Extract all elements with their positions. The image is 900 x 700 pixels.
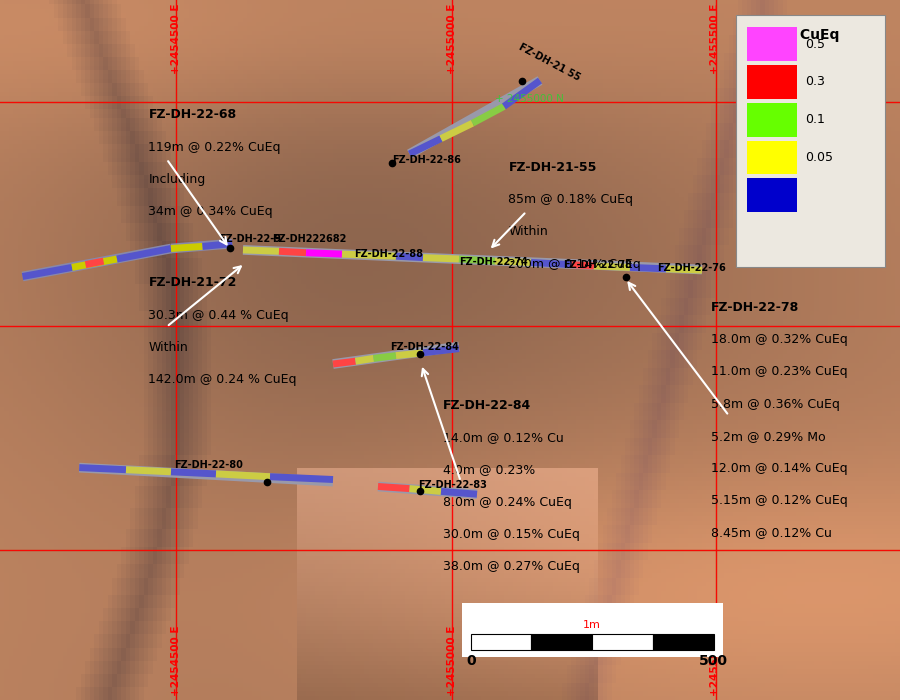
Text: % CuEq: % CuEq xyxy=(781,28,840,42)
Text: FZ-DH-21-72: FZ-DH-21-72 xyxy=(148,276,237,290)
Text: 8.0m @ 0.24% CuEq: 8.0m @ 0.24% CuEq xyxy=(443,496,572,509)
Text: FZ-DH-22-80: FZ-DH-22-80 xyxy=(174,461,243,470)
Text: +2455000 E: +2455000 E xyxy=(446,626,457,696)
Text: FZ-DH-21 55: FZ-DH-21 55 xyxy=(518,42,582,83)
Text: 14.0m @ 0.12% Cu: 14.0m @ 0.12% Cu xyxy=(443,431,563,444)
Bar xyxy=(747,141,796,174)
Text: 34m @ 0.34% CuEq: 34m @ 0.34% CuEq xyxy=(148,205,273,218)
Text: 11.0m @ 0.23% CuEq: 11.0m @ 0.23% CuEq xyxy=(711,365,848,379)
Text: FZ-DH-22-86: FZ-DH-22-86 xyxy=(392,155,462,165)
Text: Including: Including xyxy=(148,173,206,186)
Text: 85m @ 0.18% CuEq: 85m @ 0.18% CuEq xyxy=(508,193,634,206)
Text: 5.8m @ 0.36% CuEq: 5.8m @ 0.36% CuEq xyxy=(711,398,840,411)
Text: 1m: 1m xyxy=(583,620,601,630)
Text: 200m @ 0.14% CuEq: 200m @ 0.14% CuEq xyxy=(508,258,641,271)
Text: +2455000 E: +2455000 E xyxy=(446,4,457,74)
Text: +2455500 E: +2455500 E xyxy=(710,4,721,74)
Text: 0.05: 0.05 xyxy=(806,151,833,164)
Text: Within: Within xyxy=(148,341,188,354)
Text: 0.5: 0.5 xyxy=(806,38,825,50)
Text: FZ-DH-21-55: FZ-DH-21-55 xyxy=(508,161,597,174)
Text: FZ-DH-22-88: FZ-DH-22-88 xyxy=(354,249,423,259)
Bar xyxy=(531,634,592,650)
Text: 18.0m @ 0.32% CuEq: 18.0m @ 0.32% CuEq xyxy=(711,333,848,346)
Text: FZ-DH-22-83: FZ-DH-22-83 xyxy=(418,480,488,490)
Text: 0: 0 xyxy=(466,654,475,668)
Bar xyxy=(736,15,885,267)
Text: 12.0m @ 0.14% CuEq: 12.0m @ 0.14% CuEq xyxy=(711,462,848,475)
Text: 30.3m @ 0.44 % CuEq: 30.3m @ 0.44 % CuEq xyxy=(148,309,289,322)
Text: +2455500 E: +2455500 E xyxy=(710,626,721,696)
Text: 500: 500 xyxy=(699,654,728,668)
Text: FZ-DH-22-76: FZ-DH-22-76 xyxy=(657,263,725,273)
Text: 0.3: 0.3 xyxy=(806,76,825,88)
Text: 4.0m @ 0.23%: 4.0m @ 0.23% xyxy=(443,463,535,477)
Bar xyxy=(747,27,796,61)
Text: 142.0m @ 0.24 % CuEq: 142.0m @ 0.24 % CuEq xyxy=(148,373,297,386)
Text: +2454500 E: +2454500 E xyxy=(171,626,182,696)
Text: 38.0m @ 0.27% CuEq: 38.0m @ 0.27% CuEq xyxy=(443,560,580,573)
Bar xyxy=(471,634,531,650)
Text: +2454500 E: +2454500 E xyxy=(171,4,182,74)
Text: FZ-DH-22-84: FZ-DH-22-84 xyxy=(443,399,531,412)
Text: Within: Within xyxy=(508,225,548,239)
Bar xyxy=(747,65,796,99)
Text: FZ-DH-22-74: FZ-DH-22-74 xyxy=(459,258,527,267)
Bar xyxy=(653,634,714,650)
Text: + 2455000 N: + 2455000 N xyxy=(495,94,564,104)
Text: FZ-DH222682: FZ-DH222682 xyxy=(272,234,346,244)
Text: 5.2m @ 0.29% Mo: 5.2m @ 0.29% Mo xyxy=(711,430,825,443)
Text: 119m @ 0.22% CuEq: 119m @ 0.22% CuEq xyxy=(148,141,281,154)
Text: FZ-DH-22-78: FZ-DH-22-78 xyxy=(563,260,633,270)
Text: 8.45m @ 0.12% Cu: 8.45m @ 0.12% Cu xyxy=(711,526,832,540)
Text: FZ-DH-22-84: FZ-DH-22-84 xyxy=(391,342,460,352)
Text: 30.0m @ 0.15% CuEq: 30.0m @ 0.15% CuEq xyxy=(443,528,580,541)
Text: 5.15m @ 0.12% CuEq: 5.15m @ 0.12% CuEq xyxy=(711,494,848,508)
Text: FZ-DH-22-68: FZ-DH-22-68 xyxy=(148,108,237,122)
Text: 0.1: 0.1 xyxy=(806,113,825,126)
Bar xyxy=(747,178,796,212)
Bar xyxy=(747,103,796,136)
Text: FZ-DH-22-78: FZ-DH-22-78 xyxy=(711,301,799,314)
Text: FZ-DH-22-9: FZ-DH-22-9 xyxy=(220,234,282,244)
Bar xyxy=(592,634,653,650)
Bar xyxy=(462,603,723,657)
